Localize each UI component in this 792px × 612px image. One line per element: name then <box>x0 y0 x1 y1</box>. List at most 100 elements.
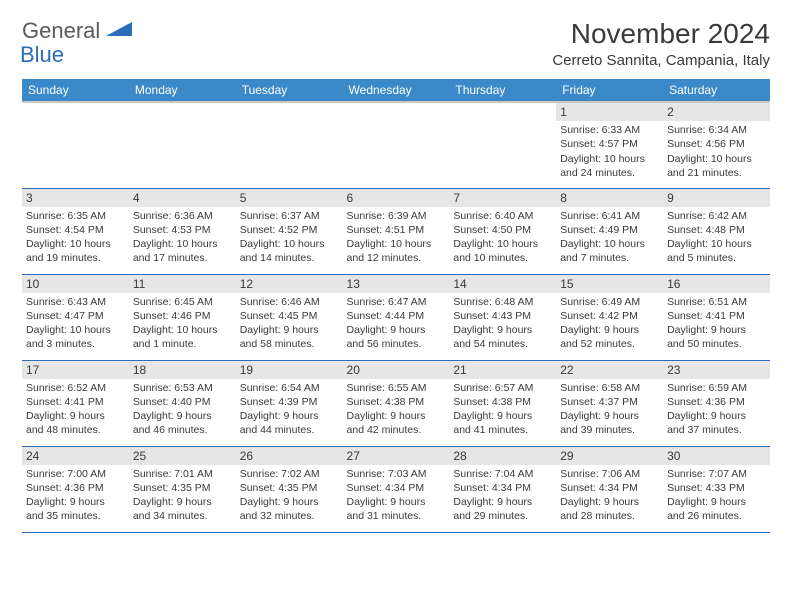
cell-sunrise: Sunrise: 7:00 AM <box>26 467 125 481</box>
calendar-row: .....1Sunrise: 6:33 AMSunset: 4:57 PMDay… <box>22 102 770 188</box>
cell-sunset: Sunset: 4:38 PM <box>453 395 552 409</box>
cell-sunrise: Sunrise: 6:41 AM <box>560 209 659 223</box>
cell-d2: and 12 minutes. <box>347 251 446 265</box>
cell-sunset: Sunset: 4:42 PM <box>560 309 659 323</box>
cell-d2: and 10 minutes. <box>453 251 552 265</box>
cell-sunrise: Sunrise: 6:53 AM <box>133 381 232 395</box>
cell-sunrise: Sunrise: 6:48 AM <box>453 295 552 309</box>
cell-sunset: Sunset: 4:46 PM <box>133 309 232 323</box>
day-number: 20 <box>343 361 450 379</box>
cell-d1: Daylight: 9 hours <box>26 495 125 509</box>
cell-sunset: Sunset: 4:35 PM <box>133 481 232 495</box>
day-number: 13 <box>343 275 450 293</box>
cell-d1: Daylight: 9 hours <box>453 323 552 337</box>
cell-d2: and 7 minutes. <box>560 251 659 265</box>
day-number: 8 <box>556 189 663 207</box>
weekday-header: Sunday <box>22 79 129 102</box>
cell-sunrise: Sunrise: 6:45 AM <box>133 295 232 309</box>
cell-d1: Daylight: 9 hours <box>453 495 552 509</box>
calendar-cell: 19Sunrise: 6:54 AMSunset: 4:39 PMDayligh… <box>236 360 343 446</box>
cell-d2: and 58 minutes. <box>240 337 339 351</box>
cell-sunrise: Sunrise: 6:42 AM <box>667 209 766 223</box>
calendar-cell: 2Sunrise: 6:34 AMSunset: 4:56 PMDaylight… <box>663 102 770 188</box>
cell-d1: Daylight: 9 hours <box>240 409 339 423</box>
calendar-cell: 24Sunrise: 7:00 AMSunset: 4:36 PMDayligh… <box>22 446 129 532</box>
weekday-header: Thursday <box>449 79 556 102</box>
title-block: November 2024 Cerreto Sannita, Campania,… <box>552 18 770 69</box>
calendar-cell: . <box>129 102 236 188</box>
month-title: November 2024 <box>552 18 770 50</box>
day-number: 9 <box>663 189 770 207</box>
cell-d1: Daylight: 10 hours <box>133 323 232 337</box>
cell-d1: Daylight: 10 hours <box>240 237 339 251</box>
cell-sunset: Sunset: 4:36 PM <box>26 481 125 495</box>
calendar-cell: 7Sunrise: 6:40 AMSunset: 4:50 PMDaylight… <box>449 188 556 274</box>
day-number: 30 <box>663 447 770 465</box>
cell-sunrise: Sunrise: 6:51 AM <box>667 295 766 309</box>
cell-d2: and 24 minutes. <box>560 166 659 180</box>
day-number: 16 <box>663 275 770 293</box>
cell-d1: Daylight: 9 hours <box>26 409 125 423</box>
calendar-cell: . <box>449 102 556 188</box>
day-number: 10 <box>22 275 129 293</box>
cell-sunrise: Sunrise: 6:59 AM <box>667 381 766 395</box>
calendar-cell: 11Sunrise: 6:45 AMSunset: 4:46 PMDayligh… <box>129 274 236 360</box>
cell-d2: and 26 minutes. <box>667 509 766 523</box>
cell-d2: and 14 minutes. <box>240 251 339 265</box>
cell-d2: and 34 minutes. <box>133 509 232 523</box>
cell-d1: Daylight: 9 hours <box>667 409 766 423</box>
cell-d2: and 54 minutes. <box>453 337 552 351</box>
calendar-cell: 28Sunrise: 7:04 AMSunset: 4:34 PMDayligh… <box>449 446 556 532</box>
cell-d2: and 32 minutes. <box>240 509 339 523</box>
cell-d2: and 5 minutes. <box>667 251 766 265</box>
cell-sunset: Sunset: 4:45 PM <box>240 309 339 323</box>
weekday-row: Sunday Monday Tuesday Wednesday Thursday… <box>22 79 770 102</box>
calendar-cell: 13Sunrise: 6:47 AMSunset: 4:44 PMDayligh… <box>343 274 450 360</box>
cell-sunset: Sunset: 4:47 PM <box>26 309 125 323</box>
cell-sunset: Sunset: 4:34 PM <box>347 481 446 495</box>
logo-triangle-icon <box>106 20 132 43</box>
cell-sunset: Sunset: 4:37 PM <box>560 395 659 409</box>
day-number: 23 <box>663 361 770 379</box>
day-number: 29 <box>556 447 663 465</box>
cell-d1: Daylight: 10 hours <box>667 152 766 166</box>
cell-sunrise: Sunrise: 7:03 AM <box>347 467 446 481</box>
cell-sunrise: Sunrise: 7:04 AM <box>453 467 552 481</box>
cell-d1: Daylight: 9 hours <box>347 323 446 337</box>
cell-sunrise: Sunrise: 6:37 AM <box>240 209 339 223</box>
cell-sunrise: Sunrise: 6:36 AM <box>133 209 232 223</box>
cell-d1: Daylight: 9 hours <box>133 409 232 423</box>
logo-text-blue: Blue <box>20 42 64 67</box>
cell-d2: and 48 minutes. <box>26 423 125 437</box>
calendar-cell: 9Sunrise: 6:42 AMSunset: 4:48 PMDaylight… <box>663 188 770 274</box>
cell-d2: and 56 minutes. <box>347 337 446 351</box>
calendar-cell: . <box>343 102 450 188</box>
cell-d2: and 19 minutes. <box>26 251 125 265</box>
cell-d1: Daylight: 9 hours <box>453 409 552 423</box>
day-number: 17 <box>22 361 129 379</box>
cell-sunset: Sunset: 4:39 PM <box>240 395 339 409</box>
cell-sunrise: Sunrise: 6:39 AM <box>347 209 446 223</box>
cell-d1: Daylight: 9 hours <box>133 495 232 509</box>
cell-sunrise: Sunrise: 6:40 AM <box>453 209 552 223</box>
cell-sunset: Sunset: 4:34 PM <box>453 481 552 495</box>
calendar-cell: 17Sunrise: 6:52 AMSunset: 4:41 PMDayligh… <box>22 360 129 446</box>
cell-sunrise: Sunrise: 6:55 AM <box>347 381 446 395</box>
cell-sunset: Sunset: 4:51 PM <box>347 223 446 237</box>
calendar-cell: 10Sunrise: 6:43 AMSunset: 4:47 PMDayligh… <box>22 274 129 360</box>
cell-sunrise: Sunrise: 7:06 AM <box>560 467 659 481</box>
cell-sunset: Sunset: 4:35 PM <box>240 481 339 495</box>
calendar-cell: 12Sunrise: 6:46 AMSunset: 4:45 PMDayligh… <box>236 274 343 360</box>
day-number: 7 <box>449 189 556 207</box>
cell-d2: and 29 minutes. <box>453 509 552 523</box>
cell-d2: and 52 minutes. <box>560 337 659 351</box>
cell-d2: and 42 minutes. <box>347 423 446 437</box>
cell-d1: Daylight: 9 hours <box>560 323 659 337</box>
cell-sunrise: Sunrise: 6:46 AM <box>240 295 339 309</box>
cell-sunset: Sunset: 4:49 PM <box>560 223 659 237</box>
cell-sunrise: Sunrise: 7:07 AM <box>667 467 766 481</box>
cell-d1: Daylight: 9 hours <box>240 495 339 509</box>
cell-d1: Daylight: 9 hours <box>560 495 659 509</box>
day-number: 1 <box>556 103 663 121</box>
day-number: 3 <box>22 189 129 207</box>
